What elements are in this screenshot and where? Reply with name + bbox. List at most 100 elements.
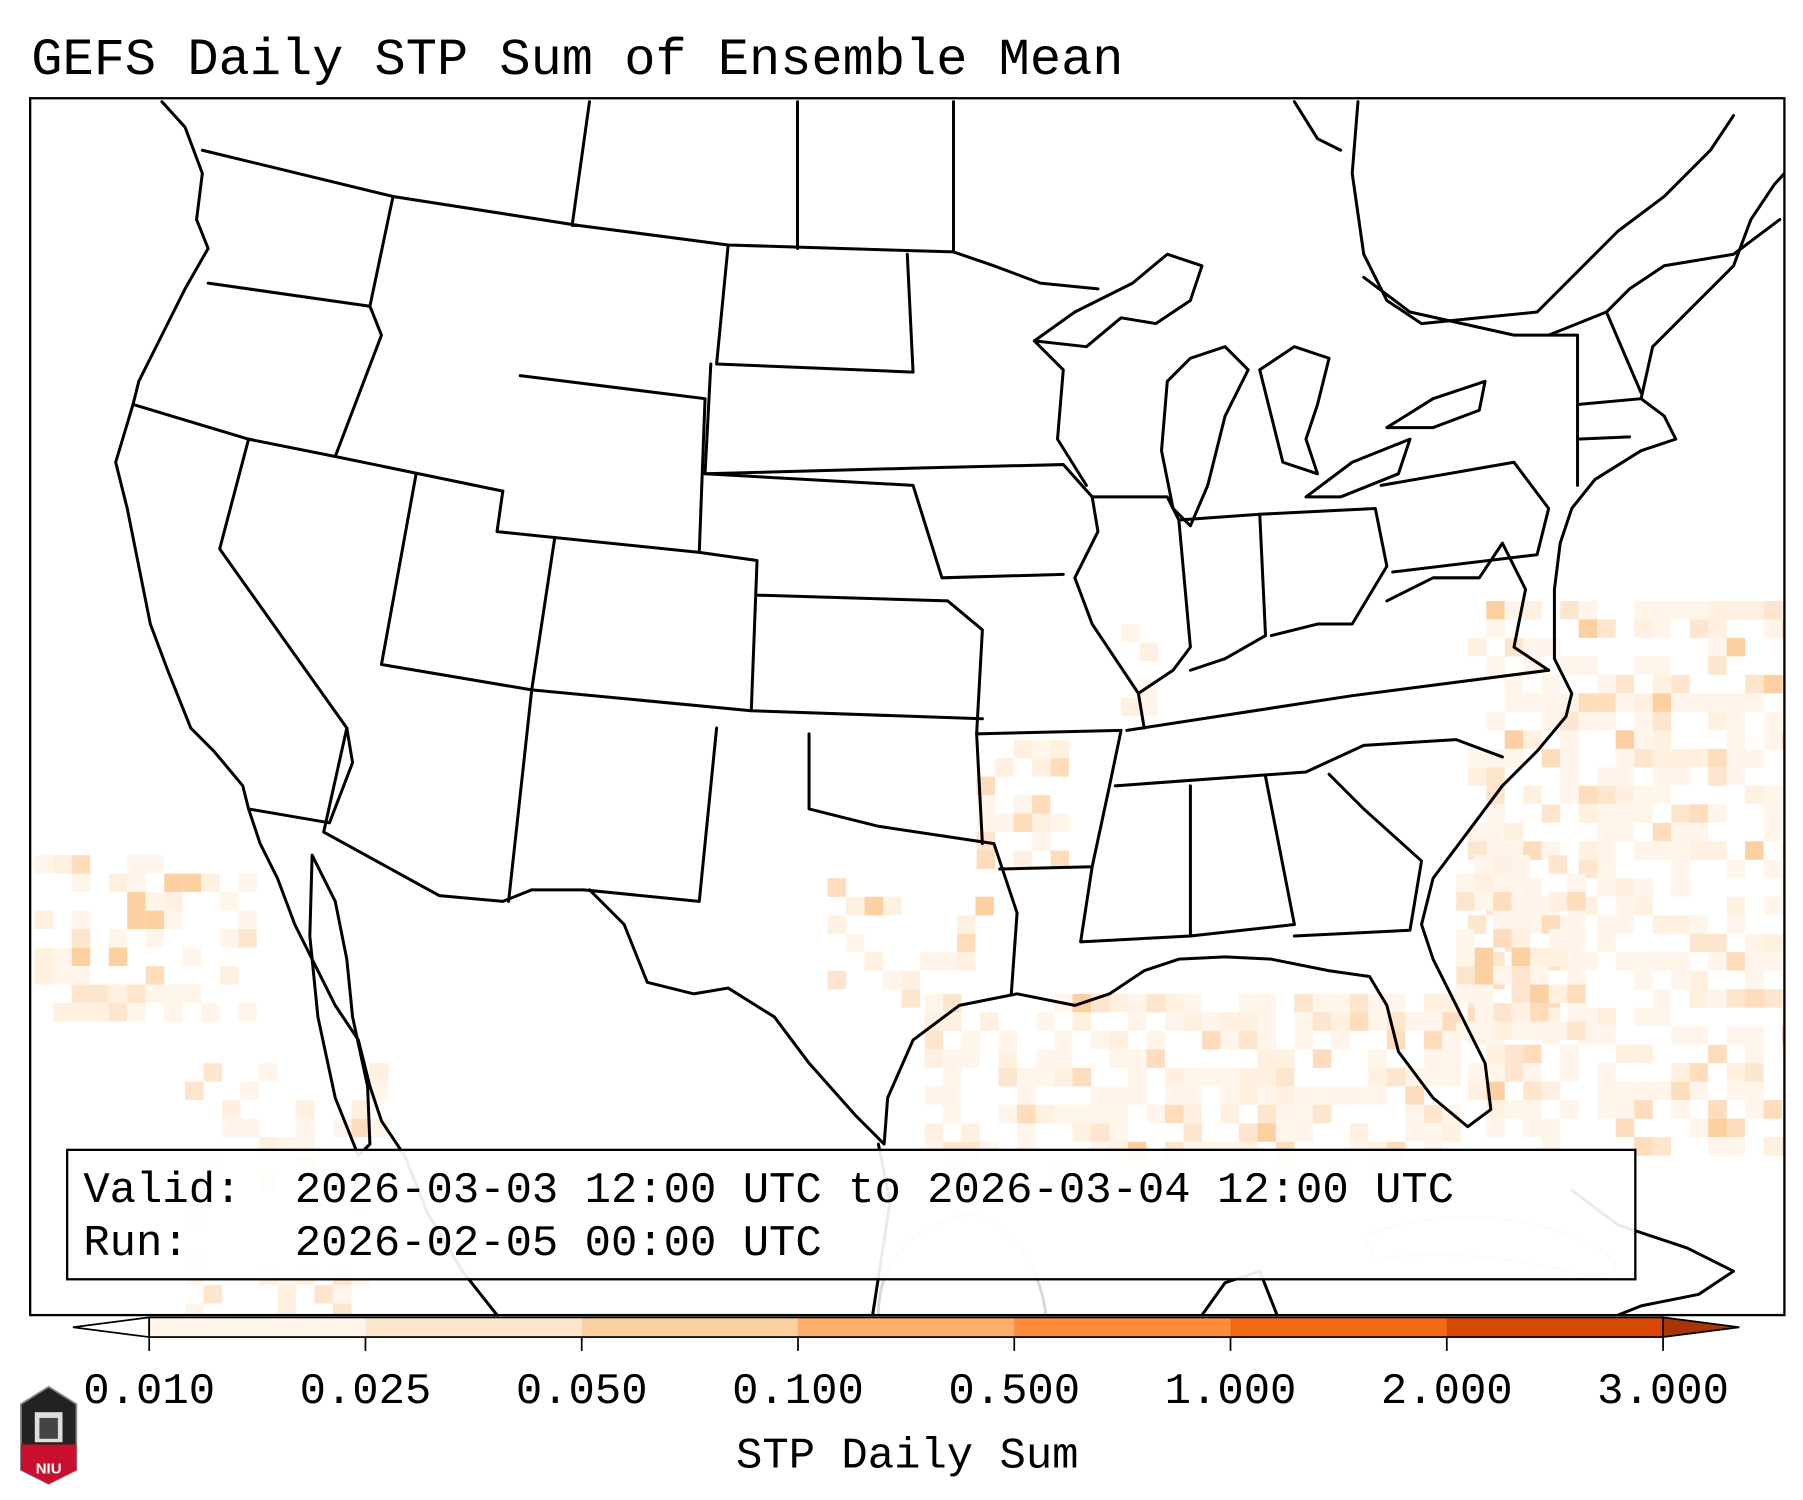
stp-cell <box>1689 600 1709 620</box>
stp-cell <box>943 1067 962 1087</box>
stp-cell <box>1423 1049 1443 1068</box>
borders <box>131 100 1782 996</box>
stp-cell <box>1423 1104 1443 1124</box>
stp-cell <box>219 966 239 985</box>
stp-cell <box>1312 1049 1332 1068</box>
stp-cell <box>1745 600 1764 620</box>
colorbar-tick-label: 0.010 <box>83 1367 215 1417</box>
stp-cell <box>1548 892 1568 911</box>
stp-cell <box>1597 841 1616 860</box>
stp-cell <box>1708 748 1727 768</box>
stp-cell <box>1615 730 1635 749</box>
stp-cell <box>1541 1118 1561 1138</box>
stp-cell <box>1578 693 1598 712</box>
stp-cell <box>277 1285 296 1304</box>
stp-cell <box>1615 822 1635 842</box>
stp-cell <box>1578 804 1598 823</box>
stp-cell <box>1634 1007 1653 1027</box>
stp-cell <box>1183 1067 1202 1087</box>
stp-cell <box>1121 697 1140 717</box>
stp-cell <box>827 915 847 934</box>
stp-cell <box>1220 1104 1239 1124</box>
stp-cell <box>1745 785 1764 805</box>
stp-cell <box>1652 1081 1672 1101</box>
stp-cell <box>1578 711 1598 731</box>
stp-cell <box>1597 1063 1616 1082</box>
stp-cell <box>1275 1104 1295 1124</box>
stp-cell <box>1567 929 1586 948</box>
stp-cell <box>1220 1030 1239 1050</box>
stp-cell <box>1652 711 1672 731</box>
stp-cell <box>1615 748 1635 768</box>
stp-cell <box>1474 984 1494 1004</box>
stp-cell <box>1560 730 1579 749</box>
stp-cell <box>1183 993 1202 1013</box>
stp-cell <box>1456 966 1475 985</box>
stp-cell <box>1597 878 1616 897</box>
stp-cell <box>1560 1100 1579 1119</box>
stp-cell <box>1671 915 1690 934</box>
stp-cell <box>1671 1063 1690 1082</box>
stp-cell <box>53 966 72 985</box>
stp-cell <box>1652 748 1672 768</box>
stp-cell <box>1257 993 1276 1013</box>
stp-cell <box>1763 989 1783 1008</box>
stp-cell <box>145 910 165 930</box>
stp-cell <box>1689 619 1709 638</box>
stp-cell <box>1238 1030 1258 1050</box>
stp-cell <box>1634 693 1653 712</box>
stp-cell <box>1257 1086 1276 1105</box>
stp-cell <box>1745 1044 1764 1064</box>
stp-cell <box>1128 1049 1147 1068</box>
stp-cell <box>1708 619 1727 638</box>
stp-cell <box>127 984 146 1004</box>
stp-cell <box>1017 1067 1036 1087</box>
stp-cell <box>1109 993 1129 1013</box>
stp-cell <box>1597 674 1616 694</box>
stp-cell <box>369 1063 389 1082</box>
stp-cell <box>1634 878 1653 897</box>
stp-cell <box>1671 878 1690 897</box>
stp-cell <box>1745 674 1764 694</box>
stp-cell <box>1511 892 1531 911</box>
stp-cell <box>1201 1067 1221 1087</box>
stp-cell <box>1615 1118 1635 1138</box>
stp-cell <box>1504 1063 1524 1082</box>
stp-cell <box>1708 989 1727 1008</box>
stp-cell <box>1763 859 1783 879</box>
stp-cell <box>1689 693 1709 712</box>
stp-cell <box>145 855 165 874</box>
colorbar-tick-label: 2.000 <box>1381 1367 1513 1417</box>
stp-cell <box>1054 1104 1073 1124</box>
stp-cell <box>1164 1012 1184 1031</box>
stp-cell <box>1128 1067 1147 1087</box>
stp-cell <box>1146 1049 1165 1068</box>
stp-cell <box>1164 1104 1184 1124</box>
stp-cell <box>1634 600 1653 620</box>
stp-cell <box>943 1012 962 1031</box>
stp-cell <box>1183 1012 1202 1031</box>
stp-cell <box>956 933 976 953</box>
stp-cell <box>1652 1137 1672 1156</box>
stp-cell <box>1511 855 1531 874</box>
stp-cell <box>1597 693 1616 712</box>
stp-cell <box>1597 785 1616 805</box>
stp-cell <box>71 1003 91 1022</box>
stp-cell <box>71 929 91 948</box>
stp-cell <box>1456 947 1475 967</box>
stp-cell <box>1652 841 1672 860</box>
stp-cell <box>1349 993 1369 1013</box>
stp-cell <box>1745 933 1764 953</box>
stp-cell <box>1013 850 1033 870</box>
stp-cell <box>1523 600 1542 620</box>
stp-cell <box>1017 1104 1036 1124</box>
colorbar-segment <box>1446 1317 1664 1338</box>
stp-cell <box>1405 1012 1424 1031</box>
stp-cell <box>1456 873 1475 893</box>
stp-cell <box>34 910 54 930</box>
stp-cell <box>1523 637 1542 657</box>
stp-cell <box>1726 952 1746 971</box>
stp-cell <box>1597 1007 1616 1027</box>
stp-cell <box>164 892 183 911</box>
stp-cell <box>883 970 902 990</box>
